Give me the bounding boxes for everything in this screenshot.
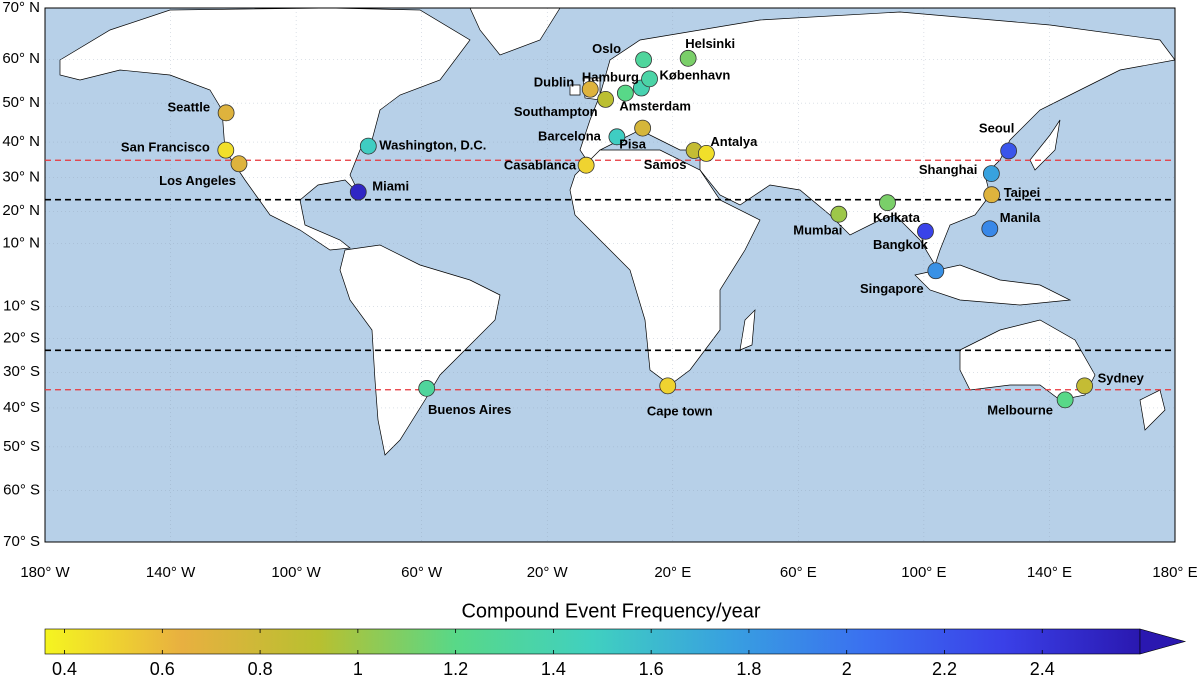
- city-marker: [597, 90, 615, 108]
- city-label: Helsinki: [685, 36, 735, 51]
- city-label: Antalya: [710, 134, 758, 149]
- city-marker: [581, 80, 599, 98]
- y-tick-label: 60° N: [2, 50, 40, 67]
- city-marker: [608, 128, 626, 146]
- city-label: Miami: [372, 178, 409, 193]
- x-tick-label: 140° E: [1027, 564, 1072, 581]
- colorbar-arrow: [1139, 628, 1187, 655]
- city-marker: [982, 165, 1000, 182]
- y-tick-label: 70° S: [3, 533, 40, 550]
- colorbar-tick-label: 2.4: [1030, 659, 1055, 679]
- city-label: Amsterdam: [619, 99, 691, 114]
- city-marker: [927, 262, 945, 280]
- city-marker: [418, 379, 436, 397]
- land: [59, 7, 1176, 456]
- colorbar-tick-label: 1.2: [443, 659, 468, 679]
- city-marker: [917, 222, 934, 240]
- city-label: Sydney: [1098, 370, 1145, 385]
- colorbar-title: Compound Event Frequency/year: [461, 600, 760, 622]
- x-tick-label: 100° E: [901, 564, 946, 581]
- city-label: Los Angeles: [159, 173, 236, 188]
- colorbar: [44, 628, 1141, 655]
- x-tick-label: 180° E: [1152, 564, 1197, 581]
- city-marker: [359, 137, 377, 155]
- city-marker: [217, 141, 235, 159]
- x-tick-label: 180° W: [20, 564, 70, 581]
- y-tick-label: 50° N: [2, 94, 40, 111]
- colorbar-tick-label: 2: [842, 659, 852, 679]
- city-label: Manila: [1000, 210, 1041, 225]
- colorbar-tick-label: 1.4: [541, 659, 566, 679]
- y-tick-label: 50° S: [3, 438, 40, 455]
- city-marker: [635, 51, 652, 69]
- city-marker: [983, 186, 1001, 204]
- y-tick-label: 20° S: [3, 330, 40, 347]
- city-label: San Francisco: [121, 140, 210, 155]
- y-tick-label: 10° S: [3, 298, 40, 315]
- y-tick-label: 20° N: [2, 202, 40, 219]
- city-marker: [659, 377, 677, 395]
- city-marker: [679, 49, 697, 67]
- city-label: Mumbai: [793, 223, 842, 238]
- city-marker: [697, 145, 715, 162]
- colorbar-tick-label: 0.6: [150, 659, 175, 679]
- x-tick-label: 100° W: [271, 564, 321, 581]
- city-label: Oslo: [592, 41, 621, 56]
- y-tick-label: 10° N: [2, 234, 40, 251]
- city-marker: [830, 205, 848, 223]
- colorbar-tick-label: 0.8: [248, 659, 273, 679]
- colorbar-tick-label: 0.4: [52, 659, 77, 679]
- y-tick-label: 60° S: [3, 482, 40, 499]
- city-label: Barcelona: [538, 128, 602, 143]
- city-marker: [879, 194, 896, 212]
- city-label: Kolkata: [873, 210, 921, 225]
- city-label: Samos: [644, 157, 687, 172]
- city-marker: [349, 183, 367, 201]
- map-frame: [44, 7, 1176, 543]
- colorbar-tick-label: 1.8: [736, 659, 761, 679]
- x-tick-label: 20° E: [654, 564, 691, 581]
- y-tick-label: 30° N: [2, 169, 40, 186]
- city-label: Hamburg: [582, 69, 639, 84]
- city-marker: [641, 70, 658, 88]
- colorbar-tick-label: 2.2: [932, 659, 957, 679]
- city-label: Pisa: [619, 137, 647, 152]
- city-marker: [981, 220, 999, 238]
- x-tick-label: 140° W: [146, 564, 196, 581]
- y-tick-label: 70° N: [2, 0, 40, 16]
- colorbar-tick-label: 1.6: [639, 659, 664, 679]
- city-marker: [634, 119, 652, 137]
- city-marker: [217, 104, 235, 122]
- city-label: Cape town: [647, 403, 713, 418]
- city-marker: [616, 84, 634, 102]
- city-label: Bangkok: [873, 237, 929, 252]
- city-label: Shanghai: [919, 162, 978, 177]
- y-tick-label: 40° N: [2, 133, 40, 150]
- city-label: Singapore: [860, 281, 924, 296]
- city-marker: [1076, 377, 1093, 395]
- city-label: Southampton: [514, 104, 598, 119]
- city-label: Buenos Aires: [428, 402, 511, 417]
- city-label: Washington, D.C.: [379, 138, 486, 153]
- colorbar-tick-label: 1: [353, 659, 363, 679]
- city-label: Seoul: [979, 120, 1014, 135]
- city-label: Taipei: [1004, 185, 1041, 200]
- city-label: Melbourne: [987, 402, 1053, 417]
- city-label: Seattle: [167, 99, 210, 114]
- city-marker: [1000, 142, 1018, 160]
- city-label: København: [660, 67, 731, 82]
- x-tick-label: 60° E: [780, 564, 817, 581]
- city-label: Casablanca: [504, 158, 577, 173]
- x-tick-label: 60° W: [401, 564, 443, 581]
- y-tick-label: 30° S: [3, 363, 40, 380]
- city-marker: [1056, 391, 1074, 409]
- city-label: Dublin: [534, 75, 574, 90]
- city-marker: [577, 156, 595, 174]
- city-marker: [230, 155, 248, 173]
- x-tick-label: 20° W: [527, 564, 569, 581]
- y-tick-label: 40° S: [3, 399, 40, 416]
